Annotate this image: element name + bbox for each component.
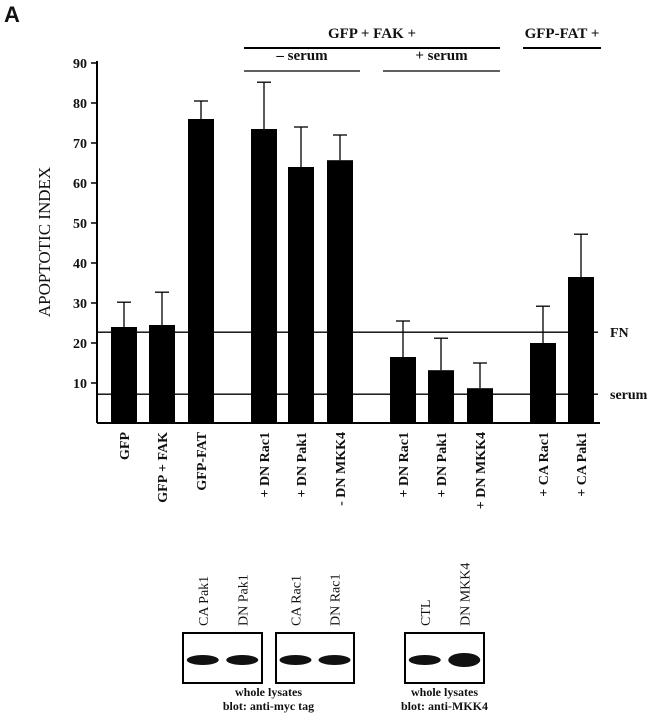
y-tick-label: 40 — [73, 257, 87, 272]
reference-label: FN — [610, 326, 629, 341]
group-label: GFP-FAT + — [525, 26, 600, 42]
x-tick-label: + DN Pak1 — [435, 432, 450, 498]
blot-band — [279, 655, 312, 665]
y-tick-label: 30 — [73, 297, 87, 312]
y-tick-label: 50 — [73, 217, 87, 232]
x-tick-label: GFP — [118, 432, 133, 460]
y-tick-label: 60 — [73, 177, 87, 192]
bar — [327, 160, 353, 423]
x-tick-label: + DN Pak1 — [295, 432, 310, 498]
blot-caption: blot: anti-myc tag — [223, 699, 314, 713]
blot-band — [408, 655, 441, 665]
blot-band — [226, 655, 259, 665]
x-tick-label: GFP-FAT — [195, 431, 210, 490]
y-tick-label: 10 — [73, 377, 87, 392]
reference-label: serum — [610, 388, 648, 403]
blot-caption: whole lysates — [235, 685, 302, 699]
bar — [530, 343, 556, 423]
y-tick-label: 80 — [73, 97, 87, 112]
lane-label: CTL — [419, 600, 434, 626]
bar — [568, 277, 594, 423]
x-tick-label: + DN MKK4 — [474, 432, 489, 509]
bar — [111, 327, 137, 423]
bar — [149, 325, 175, 423]
blot-caption: blot: anti-MKK4 — [401, 699, 488, 713]
y-axis-label: APOPTOTIC INDEX — [35, 167, 54, 317]
blot-caption: whole lysates — [411, 685, 478, 699]
bar — [390, 357, 416, 423]
blot-band — [448, 653, 481, 667]
bar — [251, 129, 277, 423]
panel-label: A — [4, 2, 20, 27]
y-tick-label: 70 — [73, 137, 87, 152]
x-tick-label: + CA Pak1 — [575, 432, 590, 497]
blot-band — [186, 655, 219, 665]
lane-label: CA Pak1 — [197, 576, 212, 626]
lane-label: DN MKK4 — [458, 563, 473, 626]
blot-band — [318, 655, 351, 665]
bar — [188, 119, 214, 423]
x-tick-label: + DN Rac1 — [258, 432, 273, 498]
x-tick-label: - DN MKK4 — [334, 432, 349, 506]
lane-label: DN Rac1 — [329, 574, 344, 627]
bar — [288, 167, 314, 423]
x-tick-label: + CA Rac1 — [537, 432, 552, 497]
lane-label: CA Rac1 — [290, 575, 305, 626]
x-tick-label: GFP + FAK — [156, 432, 171, 503]
bar — [467, 388, 493, 423]
group-label: + serum — [415, 48, 468, 64]
bar — [428, 370, 454, 423]
lane-label: DN Pak1 — [236, 574, 251, 626]
x-tick-label: + DN Rac1 — [397, 432, 412, 498]
group-label: GFP + FAK + — [328, 26, 416, 42]
y-tick-label: 20 — [73, 337, 87, 352]
group-label: – serum — [275, 48, 328, 64]
y-tick-label: 90 — [73, 57, 87, 72]
